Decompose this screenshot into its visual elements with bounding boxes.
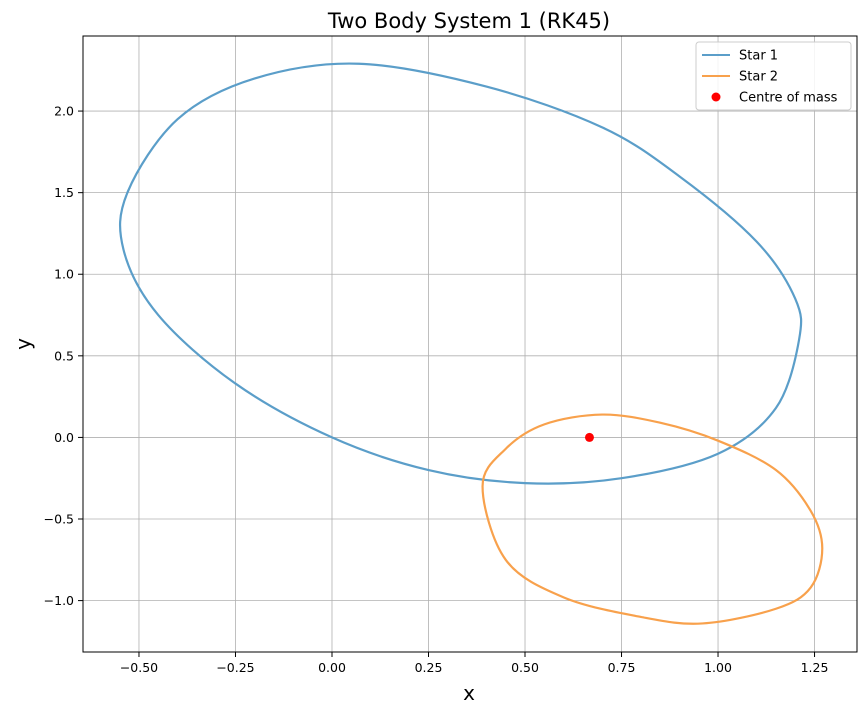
x-tick-label: 0.75: [608, 660, 636, 675]
y-axis-label: y: [11, 338, 35, 350]
legend-label-centre-of-mass: Centre of mass: [739, 91, 838, 106]
x-tick-label: 1.00: [704, 660, 732, 675]
y-tick-label: −1.0: [44, 593, 74, 608]
legend-label-star-2: Star 2: [739, 70, 778, 85]
y-axis-ticks: −1.0 −0.5 0.0 0.5 1.0 1.5 2.0: [44, 104, 83, 608]
axes-frame: [82, 35, 858, 653]
x-tick-label: 1.25: [801, 660, 829, 675]
legend: Star 1 Star 2 Centre of mass: [695, 41, 852, 111]
legend-box: [695, 41, 852, 111]
x-axis-ticks: −0.50 −0.25 0.00 0.25 0.50 0.75 1.00 1.25: [120, 652, 829, 675]
chart-title: Two Body System 1 (RK45): [327, 9, 610, 33]
star-2-orbit-line: [481, 413, 824, 625]
star-1-orbit-line: [119, 62, 803, 485]
x-tick-label: −0.50: [120, 660, 158, 675]
centre-of-mass-point: [584, 432, 594, 442]
x-tick-label: 0.25: [415, 660, 443, 675]
y-tick-label: 1.5: [54, 185, 74, 200]
y-tick-label: 0.0: [54, 430, 74, 445]
y-tick-label: 1.0: [54, 267, 74, 282]
x-tick-label: −0.25: [216, 660, 254, 675]
plot-series: [119, 62, 824, 625]
x-tick-label: 0.50: [511, 660, 539, 675]
y-tick-label: −0.5: [44, 512, 74, 527]
legend-swatch-centre-of-mass: [711, 92, 721, 102]
y-tick-label: 2.0: [54, 104, 74, 119]
legend-label-star-1: Star 1: [739, 49, 778, 64]
grid: [83, 36, 857, 652]
x-tick-label: 0.00: [318, 660, 346, 675]
x-axis-label: x: [463, 681, 475, 705]
y-tick-label: 0.5: [54, 348, 74, 363]
